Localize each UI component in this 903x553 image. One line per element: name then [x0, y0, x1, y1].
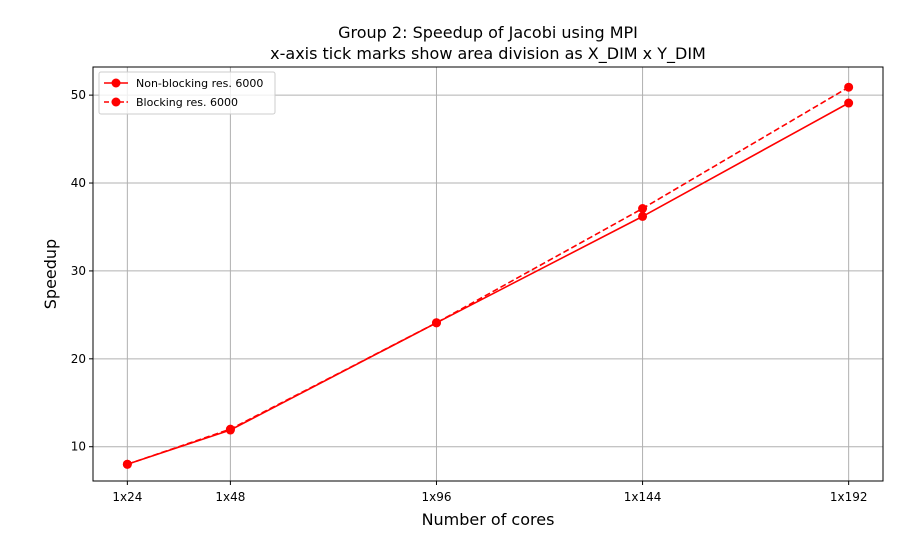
data-point-blocking [225, 424, 235, 434]
x-tick-label: 1x24 [112, 490, 142, 504]
ticks: 1x24 1x48 1x96 1x144 1x192 10 20 30 40 50 [71, 88, 868, 504]
data-point-blocking [638, 204, 648, 214]
chart-title: Group 2: Speedup of Jacobi using MPI [338, 23, 638, 42]
data-point-non-blocking [844, 98, 854, 108]
grid [93, 67, 883, 481]
x-tick-label: 1x48 [215, 490, 245, 504]
series-layer [122, 82, 854, 469]
y-tick-label: 10 [71, 440, 86, 454]
legend-label-blocking: Blocking res. 6000 [136, 96, 238, 109]
y-tick-label: 40 [71, 176, 86, 190]
y-axis-label: Speedup [41, 239, 60, 309]
legend-box [98, 71, 276, 115]
legend-marker-non-blocking [111, 78, 121, 88]
data-point-blocking [844, 82, 854, 92]
x-tick-label: 1x96 [421, 490, 451, 504]
x-axis-label: Number of cores [422, 510, 555, 529]
x-tick-label: 1x192 [830, 490, 868, 504]
series-line-blocking [127, 86, 850, 466]
x-tick-label: 1x144 [624, 490, 662, 504]
legend: Non-blocking res. 6000 Blocking res. 600… [98, 71, 276, 115]
legend-marker-blocking [111, 97, 121, 107]
legend-label-non-blocking: Non-blocking res. 6000 [136, 77, 263, 90]
series-line-non-blocking [127, 102, 850, 466]
y-tick-label: 50 [71, 88, 86, 102]
chart-subtitle: x-axis tick marks show area division as … [270, 44, 706, 64]
plot-area-frame [92, 66, 884, 482]
data-point-blocking [122, 459, 132, 469]
data-point-non-blocking [638, 211, 648, 221]
data-point-blocking [431, 318, 441, 328]
y-tick-label: 30 [71, 264, 86, 278]
y-tick-label: 20 [71, 352, 86, 366]
